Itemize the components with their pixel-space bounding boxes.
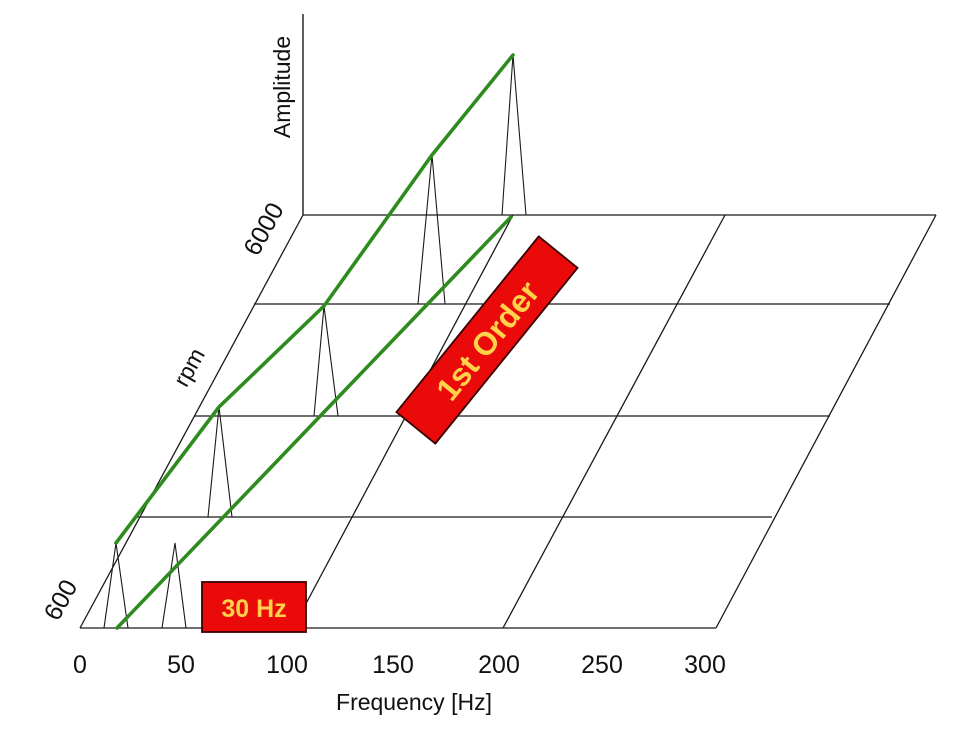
peak-row2-a [207, 406, 233, 518]
order-baseline-line [115, 215, 513, 630]
frequency-tick-labels: 0 50 100 150 200 250 300 [73, 651, 726, 679]
frequency-label-badge: 30 Hz [201, 581, 307, 633]
frequency-tick-label: 0 [73, 651, 87, 679]
rpm-tick-label-6000: 6000 [238, 198, 289, 260]
frequency-tick-label: 250 [581, 651, 623, 679]
peak-row1-a [103, 542, 129, 629]
frequency-label-text: 30 Hz [221, 595, 286, 623]
frequency-tick-label: 150 [372, 651, 414, 679]
frequency-label-box [201, 581, 307, 633]
grid-column [502, 214, 726, 629]
peak-row1-b [161, 542, 187, 629]
grid-column [715, 214, 937, 629]
order-label-badge: 1st Order [395, 235, 579, 445]
peak-row5-a [501, 54, 527, 216]
frequency-tick-label: 50 [167, 651, 195, 679]
order-peak-envelope-line [114, 53, 515, 545]
rpm-tick-label-600: 600 [39, 575, 84, 625]
grid-column [292, 214, 514, 629]
frequency-grid-columns [79, 214, 937, 629]
frequency-tick-label: 300 [684, 651, 726, 679]
grid-column [79, 214, 304, 629]
frequency-tick-label: 200 [478, 651, 520, 679]
peak-row4-a [417, 154, 446, 305]
frequency-tick-label: 100 [266, 651, 308, 679]
frequency-axis-title: Frequency [Hz] [336, 689, 492, 715]
amplitude-axis-title: Amplitude [269, 36, 295, 138]
rpm-axis-title: rpm [168, 343, 210, 390]
order-label-box [395, 235, 579, 445]
